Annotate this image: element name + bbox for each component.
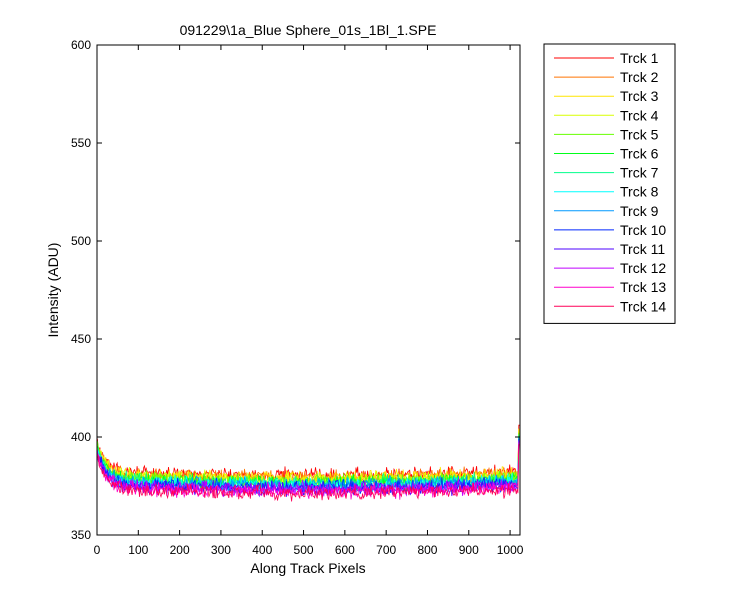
x-tick-label: 200 — [170, 543, 190, 557]
legend-label: Trck 10 — [620, 222, 666, 238]
legend-label: Trck 9 — [620, 203, 659, 219]
legend-label: Trck 14 — [620, 298, 666, 314]
x-tick-label: 300 — [211, 543, 231, 557]
y-tick-label: 600 — [71, 38, 91, 52]
legend-label: Trck 6 — [620, 146, 659, 162]
legend: Trck 1 Trck 2 Trck 3 Trck 4 Trck 5 Trck 6 Trck… — [543, 43, 676, 324]
legend-label: Trck 12 — [620, 260, 666, 276]
x-tick-label: 900 — [459, 543, 479, 557]
legend-label: Trck 13 — [620, 279, 666, 295]
chart-title: 091229\1a_Blue Sphere_01s_1Bl_1.SPE — [180, 22, 437, 38]
y-tick-label: 550 — [71, 136, 91, 150]
x-tick-label: 500 — [294, 543, 314, 557]
y-tick-label: 500 — [71, 234, 91, 248]
x-tick-label: 700 — [376, 543, 396, 557]
x-tick-label: 600 — [335, 543, 355, 557]
series-group — [97, 424, 520, 502]
y-tick-label: 450 — [71, 332, 91, 346]
series-line — [97, 442, 520, 500]
legend-label: Trck 3 — [620, 88, 659, 104]
legend-label: Trck 5 — [620, 126, 659, 142]
legend-label: Trck 1 — [620, 50, 659, 66]
series-line — [97, 436, 520, 495]
legend-label: Trck 4 — [620, 107, 659, 123]
y-axis: 350 400 450 500 550 600 — [71, 38, 520, 542]
x-tick-label: 0 — [94, 543, 101, 557]
x-axis: 0 100 200 300 400 500 600 700 800 900 1000 — [94, 45, 524, 557]
y-tick-label: 400 — [71, 430, 91, 444]
x-tick-label: 800 — [417, 543, 437, 557]
y-tick-label: 350 — [71, 528, 91, 542]
plot-area — [97, 45, 520, 535]
x-tick-label: 1000 — [497, 543, 524, 557]
plot-frame — [96, 44, 521, 536]
legend-label: Trck 7 — [620, 165, 659, 181]
series-line — [97, 444, 520, 502]
x-tick-label: 400 — [252, 543, 272, 557]
legend-box — [543, 43, 676, 324]
legend-label: Trck 11 — [620, 241, 665, 257]
x-axis-label: Along Track Pixels — [250, 560, 365, 576]
legend-label: Trck 8 — [620, 184, 659, 200]
legend-label: Trck 2 — [620, 69, 659, 85]
x-tick-label: 100 — [128, 543, 148, 557]
y-axis-label: Intensity (ADU) — [45, 243, 61, 338]
